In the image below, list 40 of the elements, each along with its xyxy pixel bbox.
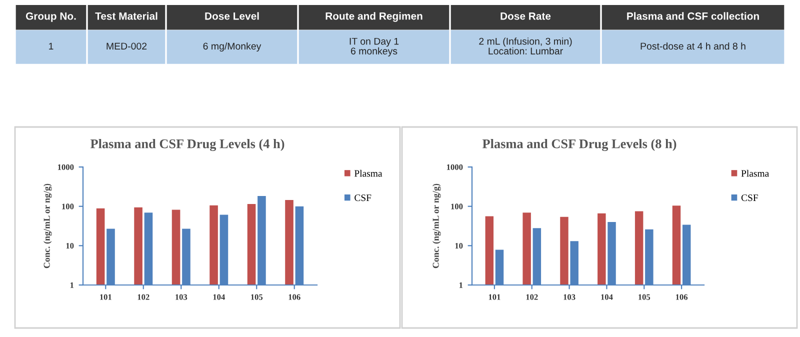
y-tick-label: 1000 [58, 164, 74, 170]
category-label: Dose Rate [500, 12, 551, 20]
y-tick-label: 100 [62, 204, 74, 210]
y-axis-title: Conc. (ng/mL or ng/g) [432, 184, 441, 268]
x-tick-label: 103 [564, 294, 576, 300]
y-axis-title: Conc. (ng/mL or ng/g) [43, 184, 52, 268]
legend-label: Plasma [741, 170, 769, 177]
y-tick-label: 100 [451, 204, 463, 210]
text: 1 [49, 42, 54, 50]
chart-title: Plasma and CSF Drug Levels (4 h) [90, 138, 284, 152]
category-label: Dose Level [205, 12, 259, 20]
category-label: Route and Regimen [326, 12, 422, 22]
text: 2 mL (Infusion, 3 min) Location: Lumbar [479, 38, 572, 54]
legend-label: Plasma [354, 170, 382, 177]
x-tick-label: 101 [488, 294, 500, 300]
x-tick-label: 105 [251, 294, 263, 300]
x-tick-label: 101 [100, 294, 112, 300]
x-tick-label: 105 [638, 294, 650, 300]
legend-label: CSF [741, 194, 758, 202]
category-label: Plasma and CSF collection [627, 12, 759, 20]
category-label: Group No. [26, 12, 76, 22]
chart-title: Plasma and CSF Drug Levels (8 h) [482, 138, 676, 152]
text: MED-002 [106, 42, 147, 50]
y-tick-label: 1000 [446, 164, 463, 170]
y-tick-label: 10 [66, 243, 74, 249]
x-tick-label: 104 [601, 294, 613, 300]
x-tick-label: 102 [526, 294, 538, 300]
category-label: Test Material [95, 12, 158, 20]
x-tick-label: 102 [138, 294, 150, 300]
text: IT on Day 1 6 monkeys [350, 38, 399, 56]
legend-label: CSF [354, 194, 372, 202]
x-tick-label: 103 [176, 294, 188, 300]
y-tick-label: 10 [455, 243, 463, 249]
x-tick-label: 106 [676, 294, 688, 300]
x-tick-label: 106 [288, 294, 300, 300]
text: Post-dose at 4 h and 8 h [640, 42, 746, 50]
y-tick-label: 1 [70, 282, 74, 288]
text: 6 mg/Monkey [203, 42, 262, 52]
x-tick-label: 104 [213, 294, 225, 300]
y-tick-label: 1 [459, 282, 463, 288]
